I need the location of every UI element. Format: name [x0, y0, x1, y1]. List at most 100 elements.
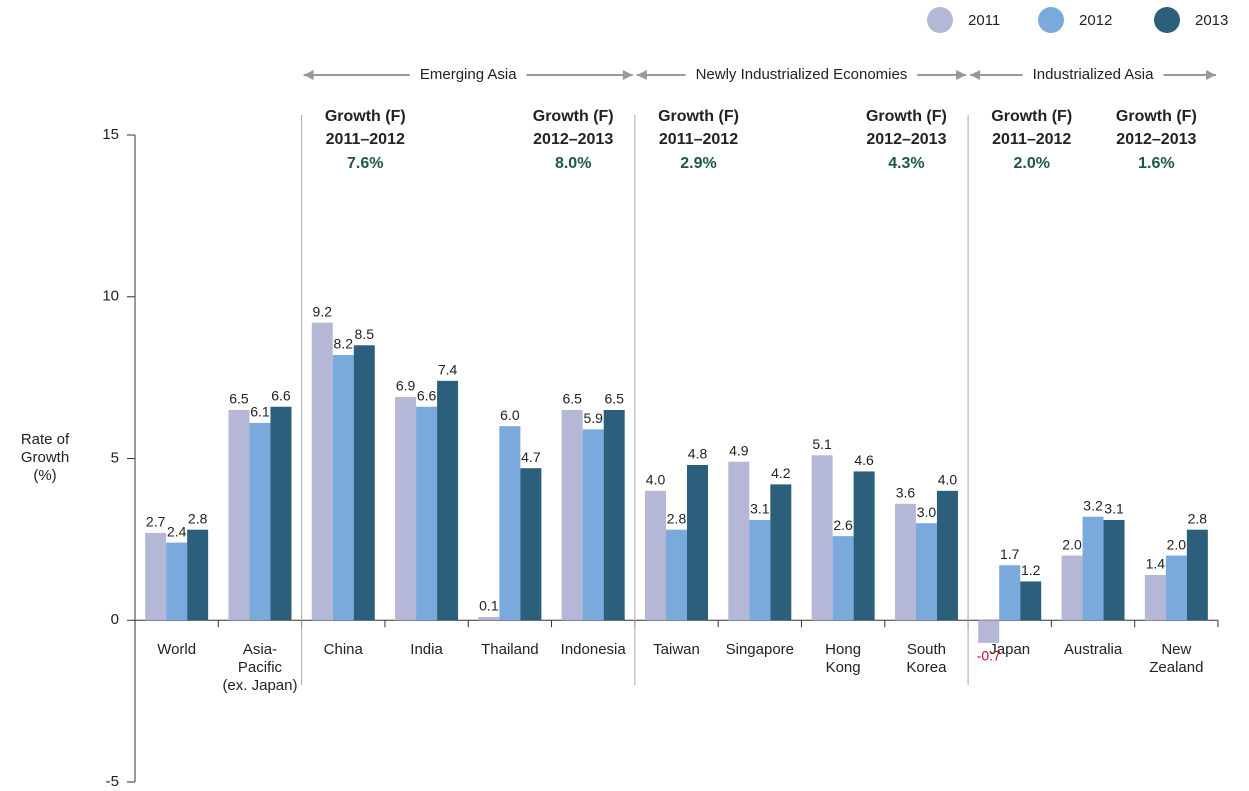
forecast-growth: 2.9%: [680, 155, 716, 172]
x-tick-label: Indonesia: [561, 641, 627, 658]
data-label: 6.6: [271, 387, 291, 403]
bar: [499, 426, 521, 621]
bar: [332, 354, 354, 621]
arrow-head: [1206, 70, 1216, 80]
data-label: 1.7: [1000, 546, 1020, 562]
data-label: 6.9: [396, 378, 416, 394]
forecast-growth: 1.6%: [1138, 155, 1174, 172]
bar: [561, 409, 583, 621]
data-label: 3.1: [1104, 501, 1124, 517]
arrow-head: [636, 70, 647, 80]
bar: [894, 503, 916, 621]
bar: [1165, 555, 1187, 621]
bar: [311, 322, 333, 621]
bar: [187, 529, 209, 621]
bar: [478, 617, 500, 621]
bar: [811, 455, 833, 621]
data-label: 2.6: [833, 517, 853, 533]
bar: [1144, 574, 1166, 621]
bar: [1103, 519, 1125, 621]
data-label: 5.9: [583, 410, 603, 426]
data-label: 4.7: [521, 449, 541, 465]
forecast-label: Growth (F): [991, 108, 1072, 125]
forecast-label: Growth (F): [1116, 108, 1197, 125]
arrow-head: [622, 70, 633, 80]
data-label: 6.5: [562, 391, 582, 407]
legend-label: 2012: [1079, 12, 1112, 29]
data-label: 4.2: [771, 465, 791, 481]
legend-label: 2011: [968, 12, 1000, 29]
x-tick-label: Hong Kong: [825, 641, 861, 676]
bar: [353, 345, 375, 621]
legend-label: 2013: [1195, 12, 1228, 29]
legend-swatch: [1038, 7, 1064, 33]
forecast-period: 2012–2013: [866, 131, 946, 148]
data-label: 6.6: [417, 387, 437, 403]
bar: [228, 409, 250, 621]
x-tick-label: New Zealand: [1149, 641, 1203, 676]
forecast-label: Growth (F): [866, 108, 947, 125]
data-label: 2.4: [167, 523, 187, 539]
x-tick-label: China: [324, 641, 364, 658]
x-tick-label: Taiwan: [653, 641, 700, 658]
bar: [582, 429, 604, 621]
data-label: 6.5: [229, 391, 249, 407]
forecast-growth: 8.0%: [555, 155, 591, 172]
x-tick-label: Japan: [989, 641, 1030, 658]
y-tick-label: 5: [111, 449, 119, 466]
data-label: 8.5: [355, 326, 375, 342]
x-tick-label: Asia-Pacific (ex. Japan): [222, 641, 297, 694]
bar: [416, 406, 438, 621]
data-label: 6.1: [250, 404, 270, 420]
data-label: 2.8: [667, 510, 687, 526]
arrow-head: [956, 70, 967, 80]
data-label: 7.4: [438, 362, 458, 378]
data-label: 5.1: [812, 436, 832, 452]
legend-swatch: [1154, 7, 1180, 33]
data-label: 0.1: [479, 598, 499, 614]
arrow-head: [970, 70, 981, 80]
bar: [749, 519, 771, 621]
forecast-period: 2012–2013: [533, 131, 613, 148]
bar: [999, 565, 1021, 621]
bar: [395, 397, 417, 621]
bar: [166, 542, 188, 621]
data-label: 1.2: [1021, 562, 1041, 578]
forecast-label: Growth (F): [325, 108, 406, 125]
y-tick-label: 10: [102, 288, 119, 305]
data-label: 6.5: [604, 391, 624, 407]
y-tick-label: 15: [102, 126, 119, 143]
data-label: 4.0: [646, 472, 666, 488]
forecast-growth: 4.3%: [888, 155, 924, 172]
data-label: 2.8: [188, 510, 208, 526]
data-label: 4.6: [854, 452, 874, 468]
forecast-label: Growth (F): [658, 108, 739, 125]
bar: [249, 422, 271, 621]
y-tick-label: -5: [106, 773, 119, 790]
legend-swatch: [927, 7, 953, 33]
bar: [978, 620, 1000, 643]
data-label: 4.0: [938, 472, 958, 488]
x-tick-label: World: [157, 641, 196, 658]
bar: [915, 523, 937, 621]
bar: [437, 380, 459, 621]
bar: [832, 536, 854, 621]
forecast-period: 2012–2013: [1116, 131, 1196, 148]
bar: [853, 471, 875, 621]
bar: [936, 490, 958, 621]
bar: [1082, 516, 1104, 621]
bar: [770, 484, 792, 621]
data-label: 6.0: [500, 407, 520, 423]
group-label: Industrialized Asia: [1033, 66, 1155, 83]
data-label: 3.2: [1083, 497, 1103, 513]
group-label: Newly Industrialized Economies: [696, 66, 908, 83]
bar: [645, 490, 666, 621]
bar: [520, 468, 542, 621]
bar: [603, 409, 625, 621]
data-label: 4.9: [729, 442, 749, 458]
forecast-period: 2011–2012: [659, 131, 738, 148]
data-label: 3.1: [750, 501, 770, 517]
x-tick-label: Australia: [1064, 641, 1123, 658]
y-axis-label: Rate of: [21, 431, 70, 448]
